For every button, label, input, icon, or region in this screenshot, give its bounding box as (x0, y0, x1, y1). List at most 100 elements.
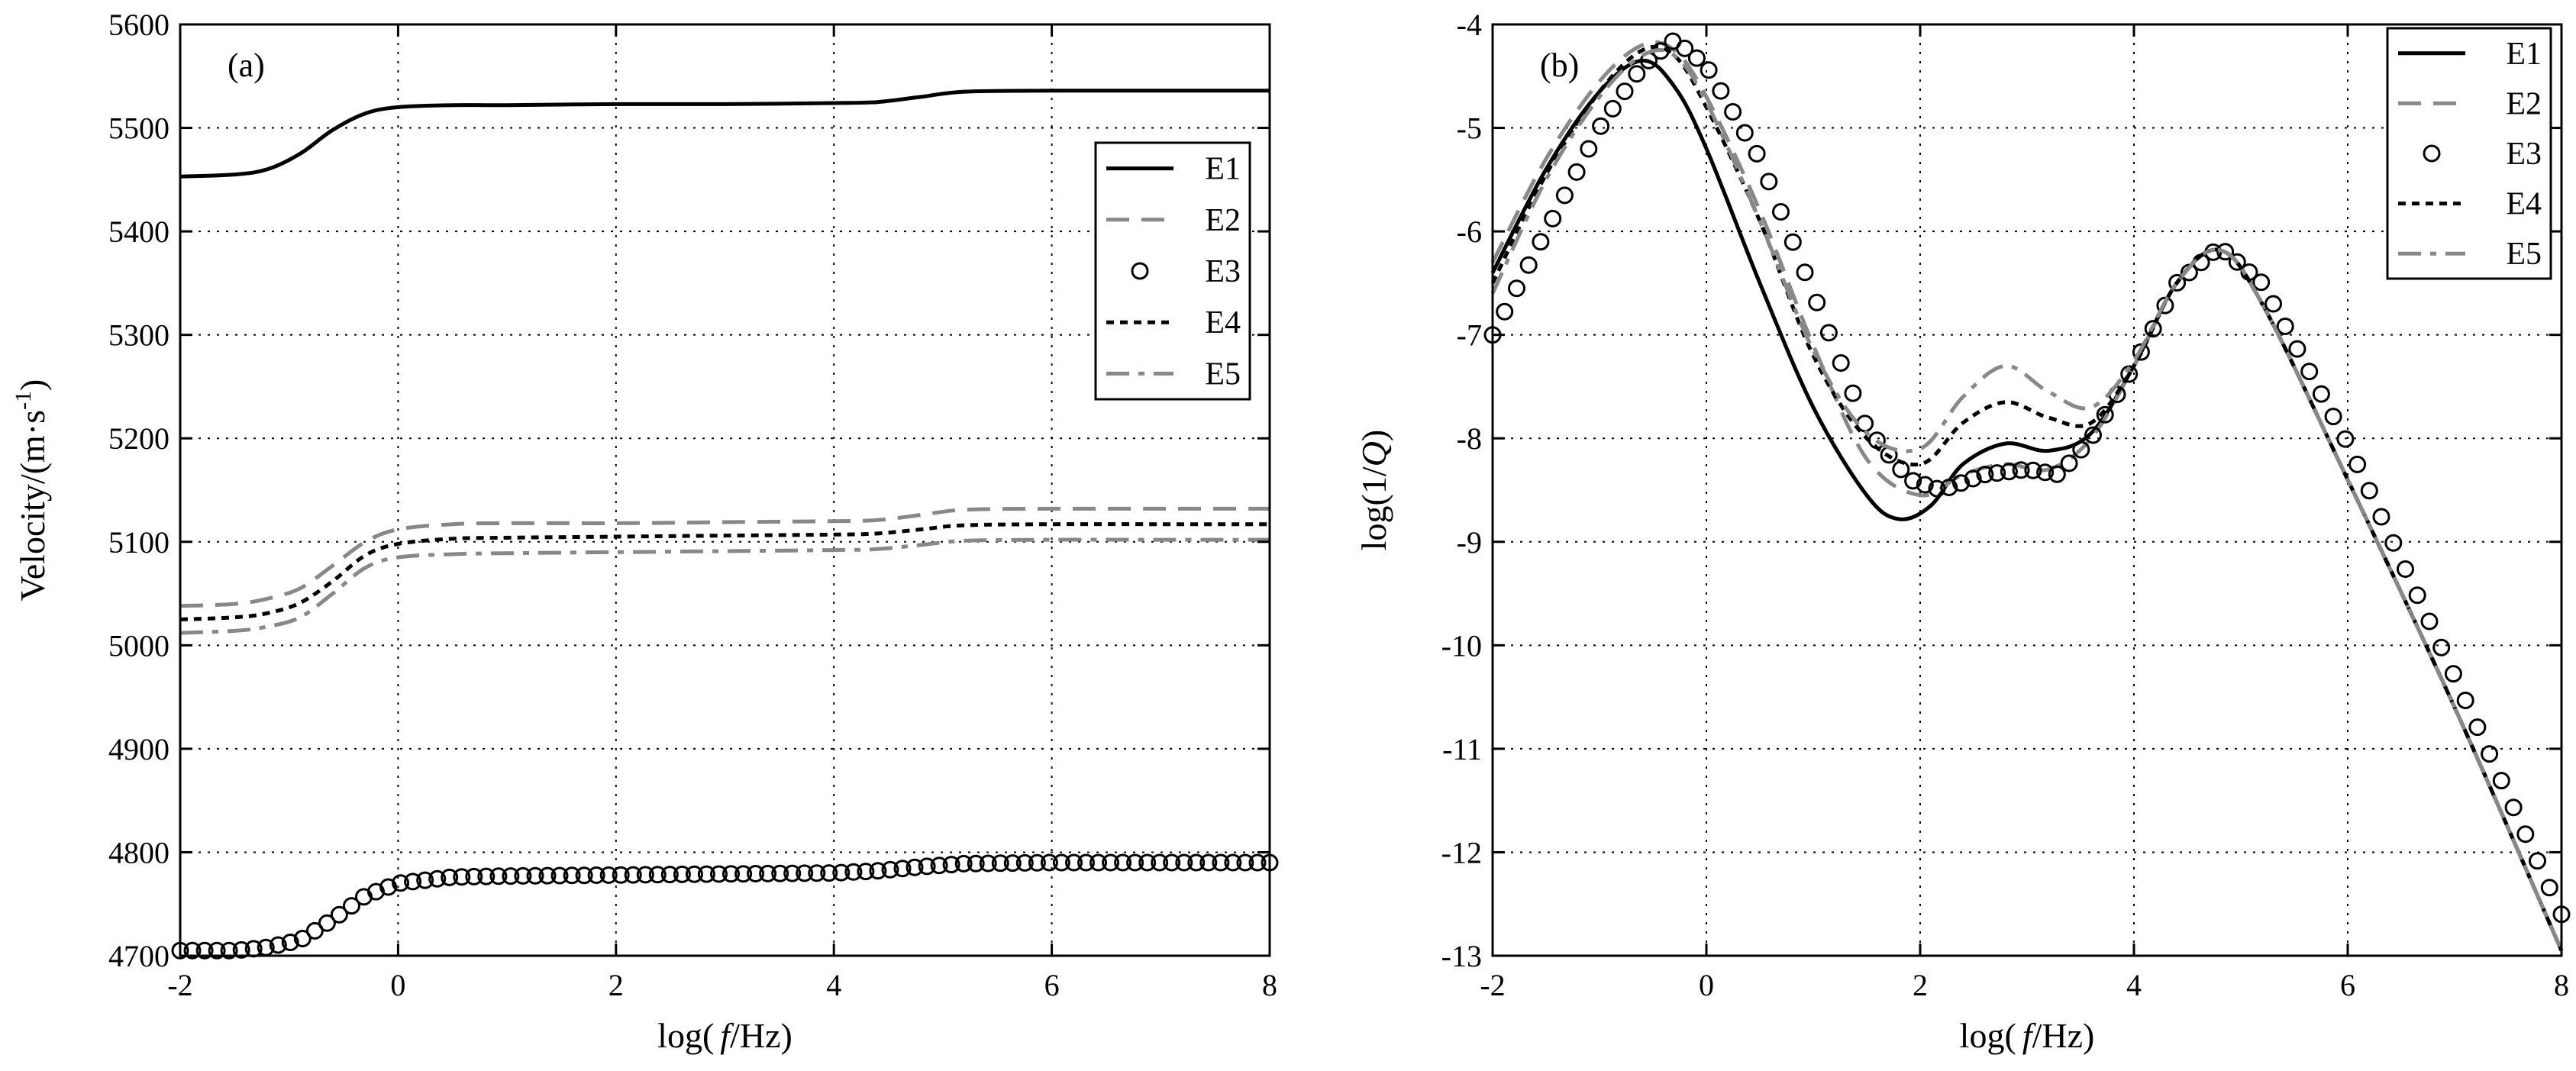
y-axis-label-main: Velocity/(m·s (13, 410, 52, 601)
series-e3-point (1187, 853, 1206, 872)
legend-label-e1: E1 (1205, 152, 1241, 187)
legend-label-e1: E1 (2506, 37, 2542, 72)
panel-label: (b) (1540, 47, 1579, 84)
legend-label-e2: E2 (2506, 86, 2542, 121)
series-e3-point (2336, 430, 2355, 448)
series-e3-point (1784, 233, 1802, 251)
series-e3-point (2060, 454, 2078, 473)
series-e3-point (1508, 279, 1525, 298)
x-axis-label-prefix: log( (1960, 1016, 2016, 1055)
series-e3-point (1748, 144, 1766, 163)
series-e3-point (305, 921, 324, 940)
series-e3-point (2504, 798, 2523, 817)
series-e3-point (1892, 460, 1910, 479)
plot-frame (1491, 23, 2563, 957)
series-e3-point (1126, 853, 1144, 872)
series-e3-point (477, 867, 496, 886)
series-e3-point (1199, 853, 1218, 872)
series-e3-point (281, 934, 299, 951)
y-tick-label: -6 (1457, 215, 1482, 249)
chart-attenuation: -2 0 2 4 6 8 -13 -12 -11 -10 -9 -8 -7 -6 -5 -4 log(f/Hz)… (1354, 8, 2571, 1055)
series-e3-point (2516, 825, 2535, 844)
legend-marker-e3 (2423, 144, 2441, 163)
series-e3-point (2324, 408, 2342, 426)
series-e3-point (2264, 295, 2282, 313)
series-e3-point (673, 865, 691, 883)
series-e3-point (465, 867, 483, 886)
x-axis: -2 0 2 4 6 8 (167, 24, 1277, 1002)
y-axis-label-prefix: log(1/ (1354, 466, 1393, 550)
series-e3-point (318, 914, 336, 932)
x-tick-label: 0 (1699, 968, 1714, 1002)
x-axis: -2 0 2 4 6 8 (1480, 24, 2569, 1002)
series-e3-point (563, 866, 581, 885)
series-e3-point (1916, 476, 1934, 494)
x-tick-label: 4 (2126, 968, 2142, 1002)
series-e3-point (1567, 163, 1586, 181)
legend-label-e4: E4 (1205, 305, 1241, 340)
y-axis-label-suffix: ) (1354, 430, 1393, 441)
series-e3-point (796, 864, 814, 882)
grid (1493, 24, 2561, 956)
series-e3-point (660, 866, 679, 884)
series-e3-point (2529, 852, 2546, 870)
series-e3-point (232, 940, 250, 959)
series-e3-point (550, 866, 569, 885)
series-e3-point (1819, 324, 1838, 342)
series-e3-point (1089, 853, 1107, 872)
series-e3-point (2036, 463, 2055, 482)
series-e3-point (330, 905, 348, 924)
x-tick-label: -2 (167, 968, 192, 1002)
y-tick-label: -8 (1457, 421, 1482, 456)
series-e3-point (2000, 463, 2018, 481)
series-e3-point (1138, 853, 1157, 872)
series-e3-point (269, 936, 287, 954)
series-e3-point (416, 871, 434, 889)
series-e3-point (1676, 39, 1694, 57)
series-e3-point (1700, 61, 1718, 79)
series-e3-point (379, 878, 398, 896)
series-e3-point (2024, 461, 2042, 479)
y-tick-label: 5100 (108, 525, 169, 560)
y-tick-label: 4800 (108, 835, 169, 869)
series-e3-point (2360, 482, 2378, 500)
series-e3-point (208, 941, 226, 960)
series-e3-point (1628, 65, 1646, 83)
legend-box (1094, 141, 1251, 401)
series-e3-point (1952, 474, 1970, 492)
grid (180, 24, 1270, 956)
series-e3-point (2216, 243, 2235, 261)
series-e3-point (832, 863, 851, 882)
y-tick-label: -13 (1441, 939, 1482, 973)
series-e3-point (636, 866, 654, 884)
series-e3-point (1532, 233, 1550, 251)
series-e3-point (1796, 263, 1814, 282)
series-e3-point (1603, 99, 1622, 118)
series-e3-point (220, 941, 238, 960)
series-e3-point (979, 854, 997, 873)
series-e3-point (1735, 124, 1754, 142)
y-tick-label: -5 (1457, 111, 1482, 146)
series-e3-point (1040, 853, 1058, 872)
y-axis-label-variable: Q (1354, 441, 1393, 466)
x-tick-label: 8 (1262, 968, 1277, 1002)
series-e3-point (1175, 853, 1193, 872)
series-e3-point (2432, 638, 2451, 656)
x-tick-label: -2 (1480, 968, 1505, 1002)
series-e3-point (1687, 49, 1706, 67)
series-e3-point (2252, 273, 2271, 292)
series-e3-point (1052, 853, 1070, 872)
series-e3-markers (171, 853, 1279, 960)
legend-label-e2: E2 (1205, 203, 1241, 238)
series-e3-point (820, 864, 838, 882)
series-e3-point (857, 863, 875, 881)
y-tick-label: 5400 (108, 215, 169, 249)
y-tick-label: -9 (1457, 525, 1482, 560)
series-e3-point (2372, 508, 2390, 526)
y-axis-label: log(1/Q) (1354, 430, 1393, 550)
chart-velocity: -2 0 2 4 6 8 4700 4800 4900 5000 5100 5200 5300 5400 5… (11, 8, 1279, 1055)
x-axis-label: log(f/Hz) (657, 1016, 792, 1055)
series-e3-point (441, 868, 459, 886)
y-tick-label: 5200 (108, 421, 169, 456)
series-e3-point (1592, 117, 1610, 135)
